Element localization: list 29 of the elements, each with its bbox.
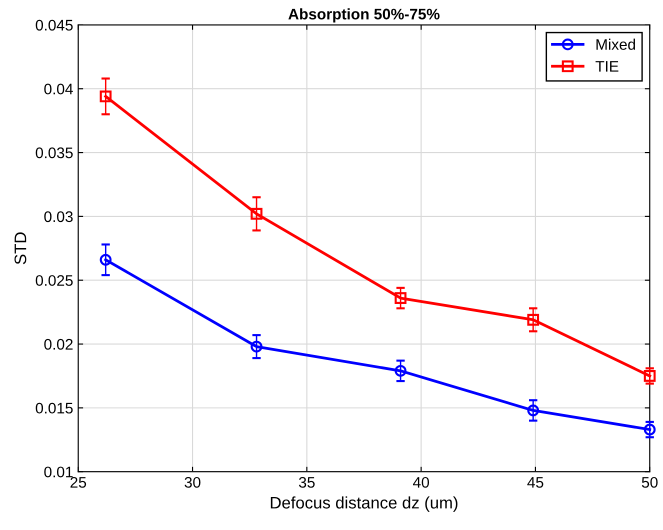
x-tick-label: 35: [298, 476, 315, 488]
x-tick-label: 25: [70, 476, 86, 488]
legend-label: TIE: [596, 61, 618, 72]
y-tick-label: 0.01: [44, 466, 73, 478]
y-tick-label: 0.03: [44, 211, 73, 222]
point: [527, 314, 540, 326]
chart-title: Absorption 50%-75%: [288, 8, 440, 23]
point: [527, 404, 540, 416]
point: [250, 340, 262, 353]
point: [100, 90, 112, 102]
y-tick-label: 0.025: [36, 275, 73, 286]
point: [394, 364, 406, 377]
x-tick-label: 30: [184, 476, 200, 488]
y-axis-title: STD: [14, 232, 26, 264]
x-tick-label: 45: [527, 477, 544, 488]
point: [644, 424, 656, 436]
y-tick-label: 0.04: [44, 84, 73, 94]
legend-label: Mixed: [596, 38, 636, 50]
y-tick-label: 0.015: [36, 402, 73, 414]
point: [250, 208, 262, 220]
point: [644, 370, 656, 382]
x-tick-label: 50: [642, 476, 658, 488]
y-tick-label: 0.045: [36, 20, 73, 31]
point: [100, 254, 112, 266]
y-tick-label: 0.02: [44, 338, 73, 350]
x-tick-label: 40: [412, 476, 430, 488]
x-axis-title: Defocus distance dz (um): [270, 496, 458, 512]
y-tick-label: 0.035: [36, 147, 73, 158]
point: [394, 292, 406, 304]
